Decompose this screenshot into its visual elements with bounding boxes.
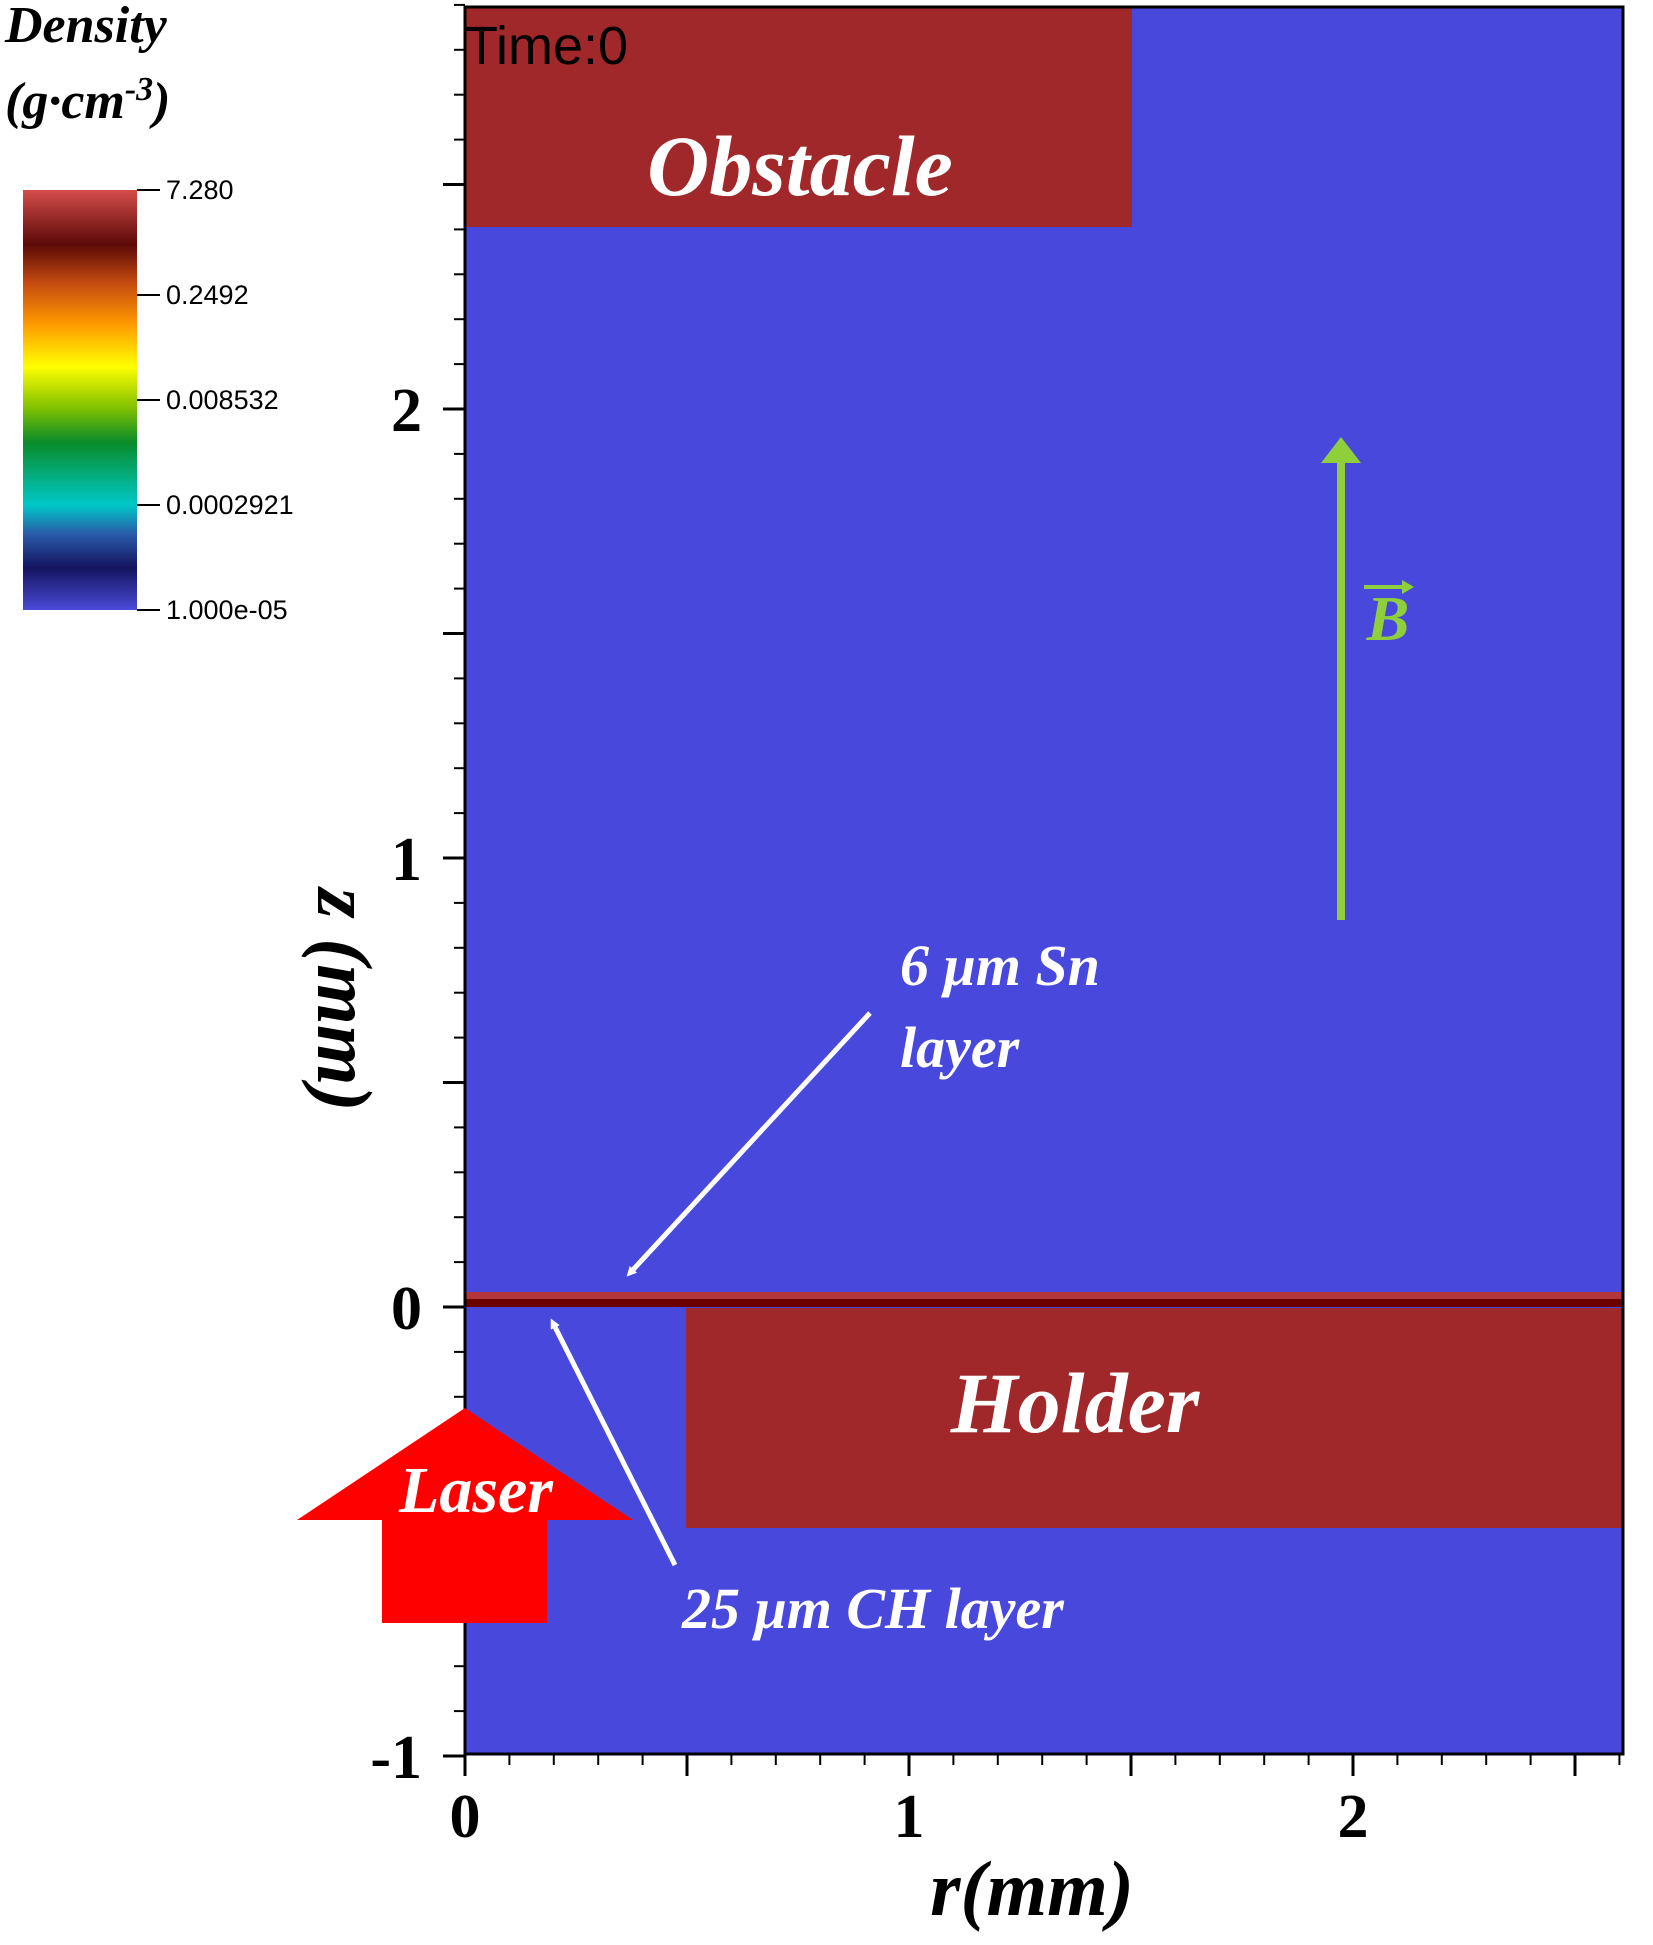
laser-label: Laser [398, 1454, 554, 1527]
sn-layer-arrow [626, 1011, 872, 1277]
colorbar-ticks: 7.280 0.2492 0.008532 0.0002921 1.000e-05 [137, 175, 294, 625]
x-axis-ticks: 0 1 2 [450, 1754, 1621, 1851]
colorbar-title: Density [4, 0, 168, 54]
ch-layer-annotation: 25 μm CH layer [550, 1318, 1064, 1641]
colorbar-tick-label: 0.0002921 [166, 490, 294, 520]
colorbar-unit: (g·cm-3) [5, 71, 171, 130]
holder-label: Holder [950, 1355, 1201, 1451]
sn-layer-label-line2: layer [900, 1015, 1020, 1080]
y-tick-label: 0 [391, 1275, 422, 1343]
y-tick-label: 1 [391, 826, 422, 894]
ch-layer [465, 1292, 1623, 1300]
obstacle-label: Obstacle [647, 118, 953, 214]
annotations: Obstacle Holder B 6 μm Sn layer 25 μm CH… [297, 118, 1414, 1641]
plot-area: Time:0 0 1 2 -1 0 1 2 r(mm) z (mm) [301, 3, 1625, 1932]
plot-frame [463, 5, 1625, 1756]
y-axis-label: z (mm) [301, 885, 388, 1111]
b-field-arrow: B [1321, 437, 1414, 920]
x-tick-label: 1 [894, 1783, 925, 1851]
y-tick-label: -1 [370, 1724, 422, 1792]
colorbar-legend: Density (g·cm-3) 7.280 0.2492 0.008532 0.00… [4, 0, 294, 625]
b-field-arrow-head [1321, 437, 1361, 463]
laser-arrow-shape [297, 1408, 633, 1623]
colorbar-tick-label: 7.280 [166, 175, 234, 205]
colorbar-tick-label: 0.008532 [166, 385, 279, 415]
x-tick-label: 0 [450, 1783, 481, 1851]
colorbar-tick-label: 0.2492 [166, 280, 249, 310]
y-tick-label: 2 [391, 377, 422, 445]
colorbar-tick-label: 1.000e-05 [166, 595, 288, 625]
sn-layer-annotation: 6 μm Sn layer [626, 933, 1100, 1277]
laser-arrow: Laser [297, 1408, 633, 1623]
colorbar-gradient [23, 190, 137, 610]
b-field-label: B [1366, 583, 1410, 654]
time-label: Time:0 [465, 16, 628, 76]
holder-region [686, 1308, 1623, 1528]
x-axis-label: r(mm) [930, 1845, 1134, 1932]
sn-layer [465, 1299, 1623, 1307]
ch-layer-arrow [550, 1318, 678, 1567]
b-vector-arrowhead [1402, 580, 1414, 594]
x-tick-label: 2 [1338, 1783, 1369, 1851]
obstacle-region [465, 7, 1132, 227]
ch-layer-label: 25 μm CH layer [681, 1576, 1064, 1641]
sn-layer-label-line1: 6 μm Sn [900, 933, 1100, 998]
